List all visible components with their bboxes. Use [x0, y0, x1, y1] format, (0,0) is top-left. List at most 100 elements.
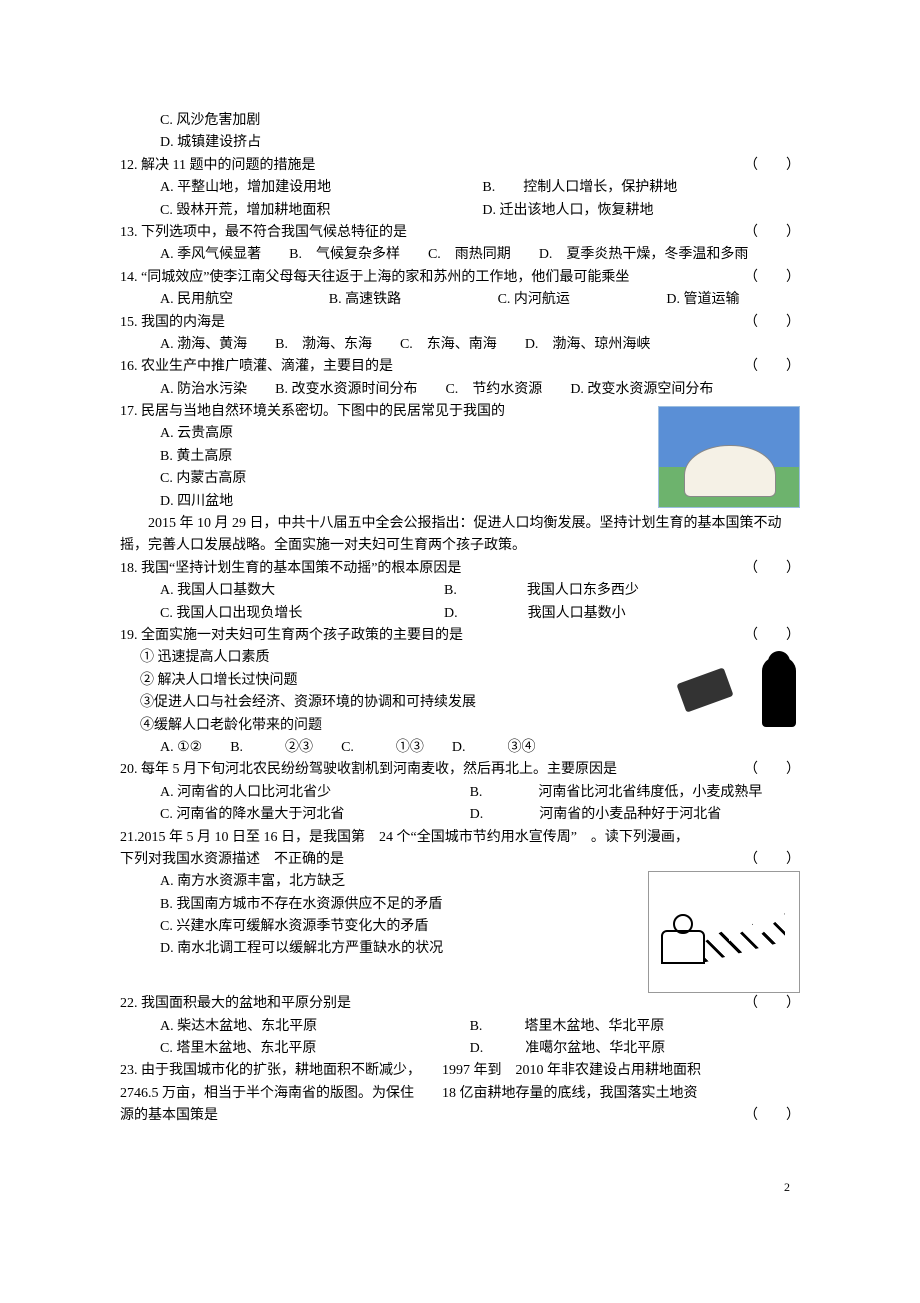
q21-stem-line1: 21.2015 年 5 月 10 日至 16 日，是我国第 24 个“全国城市节…	[120, 827, 800, 849]
answer-blank: （ ）	[744, 759, 800, 781]
q20-options-row2: C. 河南省的降水量大于河北省 D. 河南省的小麦品种好于河北省	[120, 804, 800, 826]
q22: 22. 我国面积最大的盆地和平原分别是 （ ）	[120, 993, 800, 1015]
q18-options-row2: C. 我国人口出现负增长 D. 我国人口基数小	[120, 603, 800, 625]
answer-blank: （ ）	[744, 1105, 800, 1127]
q19-option-b: B. ②③	[230, 737, 313, 759]
q14-options: A. 民用航空 B. 高速铁路 C. 内河航运 D. 管道运输	[120, 289, 800, 311]
q21-stem-text2: 下列对我国水资源描述 不正确的是	[120, 849, 724, 871]
q19-sub4: ④缓解人口老龄化带来的问题	[120, 715, 672, 737]
q17-option-c: C. 内蒙古高原	[120, 468, 650, 490]
q22-options-row2: C. 塔里木盆地、东北平原 D. 准噶尔盆地、华北平原	[120, 1038, 800, 1060]
q19-options: A. ①② B. ②③ C. ①③ D. ③④	[120, 737, 800, 759]
q18-option-d: D. 我国人口基数小	[444, 603, 626, 625]
q11-option-c: C. 风沙危害加剧	[120, 110, 800, 132]
q19: 19. 全面实施一对夫妇可生育两个孩子政策的主要目的是 （ ）	[120, 625, 800, 647]
faucet-cartoon	[648, 871, 800, 993]
q20-option-b: B. 河南省比河北省纬度低，小麦成熟早	[470, 782, 763, 804]
answer-blank: （ ）	[744, 625, 800, 647]
q17-block: 17. 民居与当地自然环境关系密切。下图中的民居常见于我国的 A. 云贵高原 B…	[120, 401, 800, 513]
q15-options: A. 渤海、黄海 B. 渤海、东海 C. 东海、南海 D. 渤海、琼州海峡	[120, 334, 800, 356]
q16-option-c: C. 节约水资源	[445, 379, 542, 401]
q22-option-b: B. 塔里木盆地、华北平原	[470, 1016, 665, 1038]
q14-option-c: C. 内河航运	[498, 289, 639, 311]
q20-options-row1: A. 河南省的人口比河北省少 B. 河南省比河北省纬度低，小麦成熟早	[120, 782, 800, 804]
answer-blank: （ ）	[744, 312, 800, 334]
q18-option-c: C. 我国人口出现负增长	[160, 603, 416, 625]
answer-blank: （ ）	[744, 222, 800, 244]
page-number: 2	[120, 1178, 800, 1197]
q18: 18. 我国“坚持计划生育的基本国策不动摇”的根本原因是 （ ）	[120, 558, 800, 580]
q13-option-d: D. 夏季炎热干燥，冬季温和多雨	[539, 244, 749, 266]
q23-stem-end: 源的基本国策是	[120, 1105, 724, 1127]
q15-option-b: B. 渤海、东海	[275, 334, 372, 356]
answer-blank: （ ）	[744, 267, 800, 289]
q22-option-a: A. 柴达木盆地、东北平原	[160, 1016, 442, 1038]
q19-option-a: A. ①②	[160, 737, 202, 759]
q13-option-b: B. 气候复杂多样	[289, 244, 400, 266]
q19-option-c: C. ①③	[341, 737, 424, 759]
q15-option-a: A. 渤海、黄海	[160, 334, 247, 356]
q22-stem: 22. 我国面积最大的盆地和平原分别是	[120, 993, 724, 1015]
q20: 20. 每年 5 月下旬河北农民纷纷驾驶收割机到河南麦收，然后再北上。主要原因是…	[120, 759, 800, 781]
q13: 13. 下列选项中，最不符合我国气候总特征的是 （ ）	[120, 222, 800, 244]
q18-option-a: A. 我国人口基数大	[160, 580, 416, 602]
q16-stem: 16. 农业生产中推广喷灌、滴灌，主要目的是	[120, 356, 724, 378]
q19-sub1: ① 迅速提高人口素质	[120, 647, 672, 669]
q12-option-d: D. 迁出该地人口，恢复耕地	[482, 200, 653, 222]
q22-option-c: C. 塔里木盆地、东北平原	[160, 1038, 442, 1060]
yurt-image	[658, 406, 800, 508]
q18-stem: 18. 我国“坚持计划生育的基本国策不动摇”的根本原因是	[120, 558, 724, 580]
q21-stem-line2: 下列对我国水资源描述 不正确的是 （ ）	[120, 849, 800, 871]
answer-blank: （ ）	[744, 155, 800, 177]
q20-stem: 20. 每年 5 月下旬河北农民纷纷驾驶收割机到河南麦收，然后再北上。主要原因是	[120, 759, 724, 781]
q13-option-c: C. 雨热同期	[428, 244, 511, 266]
q19-stem: 19. 全面实施一对夫妇可生育两个孩子政策的主要目的是	[120, 625, 724, 647]
q12-options-row1: A. 平整山地，增加建设用地 B. 控制人口增长，保护耕地	[120, 177, 800, 199]
q14-option-d: D. 管道运输	[666, 289, 739, 311]
q21-block: A. 南方水资源丰富，北方缺乏 B. 我国南方城市不存在水资源供应不足的矛盾 C…	[120, 871, 800, 993]
q16-option-d: D. 改变水资源空间分布	[570, 379, 713, 401]
q15-option-d: D. 渤海、琼州海峡	[525, 334, 651, 356]
q19-block: ① 迅速提高人口素质 ② 解决人口增长过快问题 ③促进人口与社会经济、资源环境的…	[120, 647, 800, 737]
q12: 12. 解决 11 题中的问题的措施是 （ ）	[120, 155, 800, 177]
q17-option-d: D. 四川盆地	[120, 491, 650, 513]
q18-options-row1: A. 我国人口基数大 B. 我国人口东多西少	[120, 580, 800, 602]
q22-options-row1: A. 柴达木盆地、东北平原 B. 塔里木盆地、华北平原	[120, 1016, 800, 1038]
q12-option-c: C. 毁林开荒，增加耕地面积	[160, 200, 454, 222]
q18-option-b: B. 我国人口东多西少	[444, 580, 639, 602]
q12-options-row2: C. 毁林开荒，增加耕地面积 D. 迁出该地人口，恢复耕地	[120, 200, 800, 222]
q20-option-d: D. 河南省的小麦品种好于河北省	[470, 804, 722, 826]
q16-option-a: A. 防治水污染	[160, 379, 247, 401]
exam-page: C. 风沙危害加剧 D. 城镇建设挤占 12. 解决 11 题中的问题的措施是 …	[0, 0, 920, 1237]
q16: 16. 农业生产中推广喷灌、滴灌，主要目的是 （ ）	[120, 356, 800, 378]
q23-line3: 源的基本国策是 （ ）	[120, 1105, 800, 1127]
answer-blank: （ ）	[744, 993, 800, 1015]
q12-option-a: A. 平整山地，增加建设用地	[160, 177, 454, 199]
answer-blank: （ ）	[744, 356, 800, 378]
q13-option-a: A. 季风气候显著	[160, 244, 261, 266]
answer-blank: （ ）	[744, 849, 800, 871]
q13-stem: 13. 下列选项中，最不符合我国气候总特征的是	[120, 222, 724, 244]
q20-option-a: A. 河南省的人口比河北省少	[160, 782, 442, 804]
q22-option-d: D. 准噶尔盆地、华北平原	[470, 1038, 666, 1060]
q14-option-b: B. 高速铁路	[329, 289, 470, 311]
q16-option-b: B. 改变水资源时间分布	[275, 379, 417, 401]
q17-stem: 17. 民居与当地自然环境关系密切。下图中的民居常见于我国的	[120, 401, 650, 423]
q15-stem: 15. 我国的内海是	[120, 312, 724, 334]
passage-two-child: 2015 年 10 月 29 日，中共十八届五中全会公报指出：促进人口均衡发展。…	[120, 513, 800, 558]
q21-option-d: D. 南水北调工程可以缓解北方严重缺水的状况	[120, 938, 640, 960]
q11-option-d: D. 城镇建设挤占	[120, 132, 800, 154]
answer-blank: （ ）	[744, 558, 800, 580]
q12-stem: 12. 解决 11 题中的问题的措施是	[120, 155, 724, 177]
q14-stem: 14. “同城效应”使李江南父母每天往返于上海的家和苏州的工作地，他们最可能乘坐	[120, 267, 724, 289]
q19-sub2: ② 解决人口增长过快问题	[120, 670, 672, 692]
q19-sub3: ③促进人口与社会经济、资源环境的协调和可持续发展	[120, 692, 672, 714]
q19-option-d: D. ③④	[452, 737, 536, 759]
q12-option-b: B. 控制人口增长，保护耕地	[482, 177, 677, 199]
q23-line1: 23. 由于我国城市化的扩张，耕地面积不断减少， 1997 年到 2010 年非…	[120, 1060, 800, 1082]
q17-option-a: A. 云贵高原	[120, 423, 650, 445]
q21-option-b: B. 我国南方城市不存在水资源供应不足的矛盾	[120, 894, 640, 916]
q15-option-c: C. 东海、南海	[400, 334, 497, 356]
q16-options: A. 防治水污染 B. 改变水资源时间分布 C. 节约水资源 D. 改变水资源空…	[120, 379, 800, 401]
two-child-image	[680, 657, 800, 727]
